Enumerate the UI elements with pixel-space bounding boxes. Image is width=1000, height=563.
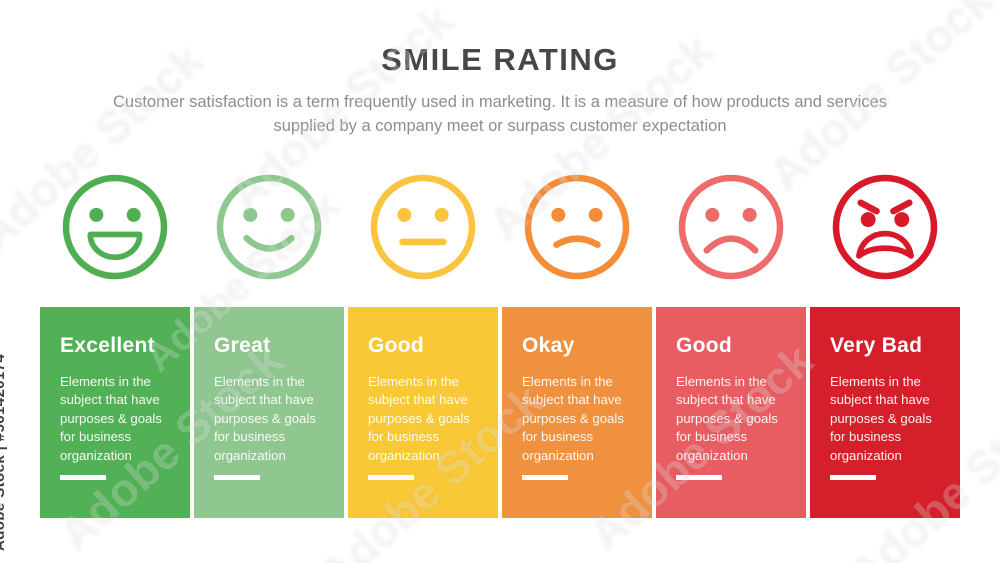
face-excellent [40,171,190,283]
page-title: SMILE RATING [381,42,619,77]
grin-face-icon [62,174,168,280]
page-subtitle: Customer satisfaction is a term frequent… [112,93,887,135]
rating-card-title: Good [368,333,425,357]
underline-accent [214,474,260,480]
underline-accent [830,474,876,480]
face-okay [502,171,652,283]
rating-card-title: Very Bad [830,333,923,357]
rating-card-description: Elements in the subject that have purpos… [60,373,162,463]
face-very-bad [810,171,960,283]
frown-face-icon [678,174,784,280]
rating-card-very-bad: Very Bad Elements in the subject that ha… [810,306,960,518]
angry-face-icon [832,174,938,280]
face-great [194,171,344,283]
rating-card-excellent: Excellent Elements in the subject that h… [40,306,190,518]
slight-frown-face-icon [524,174,630,280]
face-good [348,171,498,283]
rating-card-great: Great Elements in the subject that have … [194,306,344,518]
rating-card-bad: Good Elements in the subject that have p… [656,306,806,518]
smile-face-icon [216,174,322,280]
underline-accent [368,474,414,480]
rating-card-description: Elements in the subject that have purpos… [214,373,316,463]
faces-row [40,171,960,283]
rating-cards: Excellent Elements in the subject that h… [40,306,960,518]
rating-card-description: Elements in the subject that have purpos… [368,373,470,463]
watermark-credit: Adobe Stock | #561420174 [0,353,8,551]
rating-card-okay: Okay Elements in the subject that have p… [502,306,652,518]
rating-card-title: Great [214,333,271,357]
underline-accent [60,474,106,480]
underline-accent [522,474,568,480]
rating-card-description: Elements in the subject that have purpos… [676,373,778,463]
rating-card-description: Elements in the subject that have purpos… [830,373,932,463]
underline-accent [676,474,722,480]
rating-card-title: Excellent [60,333,155,357]
rating-card-description: Elements in the subject that have purpos… [522,373,624,463]
rating-card-title: Good [676,333,733,357]
rating-card-title: Okay [522,333,575,357]
rating-card-good: Good Elements in the subject that have p… [348,306,498,518]
face-bad [656,171,806,283]
neutral-face-icon [370,174,476,280]
